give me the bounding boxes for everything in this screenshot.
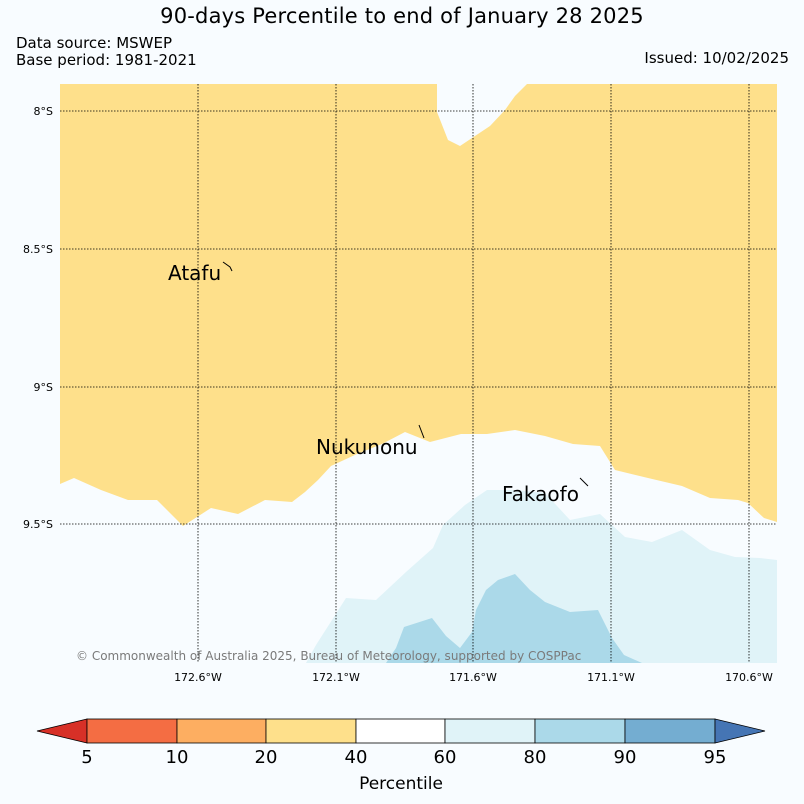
colorbar-tick-label: 80 xyxy=(524,747,547,768)
lat-label: 8.5°S xyxy=(23,243,53,256)
colorbar-segment-above-95 xyxy=(714,718,766,744)
lat-label: 8°S xyxy=(34,105,53,118)
percentile-band-60-80 xyxy=(306,490,777,663)
colorbar-tick-label: 10 xyxy=(166,747,189,768)
issued-date-label: Issued: 10/02/2025 xyxy=(644,49,789,67)
percentile-band-80-90 xyxy=(386,574,642,663)
atafu-atoll-outline xyxy=(222,261,233,272)
data-info: Data source: MSWEP Base period: 1981-202… xyxy=(16,35,197,69)
colorbar-tick-label: 60 xyxy=(434,747,457,768)
colorbar-segment-5-10 xyxy=(86,718,178,744)
lon-label: 171.6°W xyxy=(449,671,497,684)
lat-label: 9.5°S xyxy=(23,518,53,531)
copyright-credit: © Commonwealth of Australia 2025, Bureau… xyxy=(76,649,581,663)
map-title: 90-days Percentile to end of January 28 … xyxy=(160,4,644,28)
lon-label: 172.6°W xyxy=(174,671,222,684)
colorbar-segment-80-90 xyxy=(534,718,626,744)
lon-label: 171.1°W xyxy=(587,671,635,684)
fakaofo-atoll-outline xyxy=(579,477,589,487)
data-source-label: Data source: MSWEP xyxy=(16,34,173,52)
colorbar-tick-label: 95 xyxy=(704,747,727,768)
colorbar-segment-below-5 xyxy=(36,718,88,744)
percentile-band-20-40 xyxy=(60,84,777,526)
colorbar-tick-label: 40 xyxy=(345,747,368,768)
colorbar xyxy=(36,718,766,744)
place-label-fakaofo: Fakaofo xyxy=(502,482,579,506)
colorbar-tick-label: 5 xyxy=(81,747,92,768)
colorbar-segment-10-20 xyxy=(176,718,267,744)
colorbar-segment-40-60 xyxy=(355,718,446,744)
map-area xyxy=(60,84,777,663)
lat-label: 9°S xyxy=(34,381,53,394)
base-period-label: Base period: 1981-2021 xyxy=(16,51,197,69)
place-label-nukunonu: Nukunonu xyxy=(316,435,418,459)
lon-label: 170.6°W xyxy=(725,671,773,684)
colorbar-tick-label: 20 xyxy=(255,747,278,768)
colorbar-tick-label: 90 xyxy=(614,747,637,768)
colorbar-segment-60-80 xyxy=(444,718,536,744)
colorbar-segment-20-40 xyxy=(265,718,357,744)
place-label-atafu: Atafu xyxy=(168,261,221,285)
nukunonu-atoll-outline xyxy=(418,424,425,439)
colorbar-title: Percentile xyxy=(359,774,443,794)
lon-label: 172.1°W xyxy=(312,671,360,684)
colorbar-segment-90-95 xyxy=(624,718,716,744)
map-gridlines xyxy=(60,84,777,663)
